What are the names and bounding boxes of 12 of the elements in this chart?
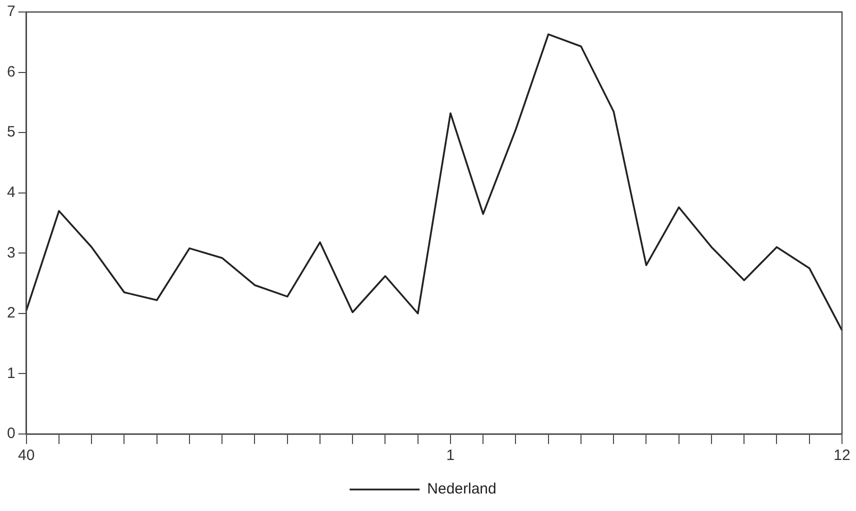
- y-tick-label: 3: [7, 244, 16, 262]
- legend-label: Nederland: [427, 480, 496, 498]
- x-tick-label: 12: [834, 447, 850, 464]
- y-tick-label: 1: [7, 364, 16, 382]
- y-tick-label: 4: [7, 184, 16, 201]
- y-tick-label: 5: [7, 124, 16, 141]
- x-tick-label: 1: [446, 447, 455, 464]
- y-tick-label: 0: [7, 425, 16, 442]
- y-tick-label: 2: [7, 304, 16, 322]
- x-tick-label: 40: [18, 447, 35, 464]
- y-tick-label: 6: [7, 63, 16, 80]
- y-tick-label: 7: [7, 3, 16, 20]
